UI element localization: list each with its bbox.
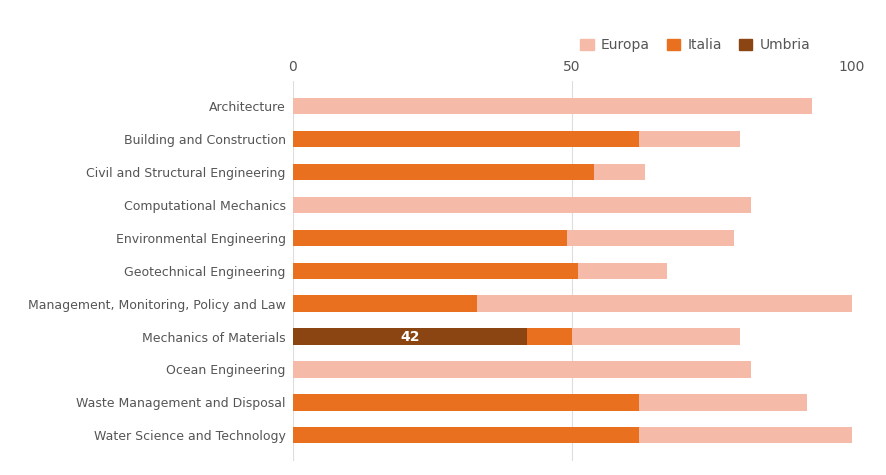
Bar: [292, 394, 639, 410]
Bar: [292, 427, 639, 444]
Bar: [292, 361, 750, 378]
Bar: [292, 229, 566, 246]
Bar: [292, 263, 577, 279]
Bar: [292, 328, 571, 345]
Bar: [292, 394, 806, 410]
Text: 42: 42: [400, 330, 419, 343]
Bar: [292, 131, 739, 147]
Bar: [292, 98, 812, 114]
Bar: [292, 164, 594, 180]
Bar: [292, 229, 734, 246]
Bar: [292, 295, 851, 312]
Bar: [292, 328, 527, 345]
Bar: [292, 295, 477, 312]
Bar: [292, 263, 666, 279]
Bar: [292, 328, 739, 345]
Bar: [292, 197, 750, 213]
Bar: [292, 131, 639, 147]
Bar: [292, 427, 851, 444]
Legend: Europa, Italia, Umbria: Europa, Italia, Umbria: [579, 38, 809, 52]
Bar: [292, 164, 644, 180]
